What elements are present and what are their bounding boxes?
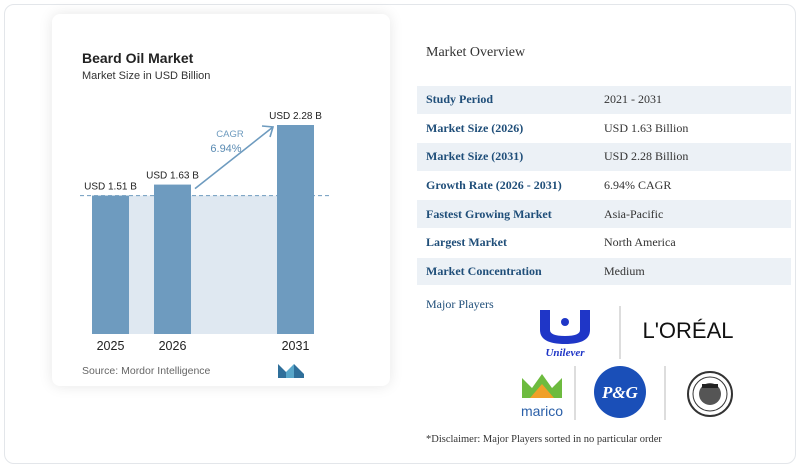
chart-title: Beard Oil Market xyxy=(82,50,194,66)
table-row: Market Size (2031) USD 2.28 Billion xyxy=(417,143,791,172)
unilever-logo-icon: Unilever xyxy=(540,310,590,359)
disclaimer: *Disclaimer: Major Players sorted in no … xyxy=(426,434,662,445)
cagr-arrow-line xyxy=(194,126,274,190)
row-key: Market Size (2031) xyxy=(426,149,524,164)
chart-bar xyxy=(277,125,314,334)
x-tick-label: 2026 xyxy=(159,339,187,353)
row-value: North America xyxy=(604,235,676,250)
table-row: Growth Rate (2026 - 2031) 6.94% CAGR xyxy=(417,171,791,201)
table-row: Largest Market North America xyxy=(417,228,791,258)
cagr-label: CAGR xyxy=(216,129,244,140)
row-key: Largest Market xyxy=(426,235,507,250)
bar-value-label: USD 1.51 B xyxy=(84,182,137,193)
row-key: Fastest Growing Market xyxy=(426,206,552,221)
unilever-logo-text: Unilever xyxy=(545,347,585,359)
bar-chart: USD 1.51 B 2025 USD 1.63 B 2026 USD 2.28 B 20… xyxy=(80,111,330,353)
row-key: Market Concentration xyxy=(426,263,542,278)
x-tick-label: 2031 xyxy=(282,339,310,353)
bar-value-label: USD 1.63 B xyxy=(146,171,199,182)
marico-logo-icon: marico xyxy=(521,374,563,419)
chart-source: Source: Mordor Intelligence xyxy=(82,365,211,377)
overview-table: Study Period 2021 - 2031 Market Size (20… xyxy=(417,86,791,287)
players-logo-grid: Unilever L'ORÉAL marico P&G xyxy=(521,306,734,420)
row-key: Growth Rate (2026 - 2031) xyxy=(426,178,562,193)
row-value: Medium xyxy=(604,263,645,278)
row-value: 6.94% CAGR xyxy=(604,178,672,193)
cagr-arrow-head xyxy=(261,125,275,138)
table-row: Fastest Growing Market Asia-Pacific xyxy=(417,200,791,229)
loreal-logo-text: L'ORÉAL xyxy=(642,318,733,343)
chart-bar xyxy=(154,184,191,334)
row-key: Market Size (2026) xyxy=(426,120,524,135)
row-value: USD 1.63 Billion xyxy=(604,120,689,135)
marico-logo-text: marico xyxy=(521,403,563,419)
cagr-value: 6.94% xyxy=(210,143,241,155)
overview-title: Market Overview xyxy=(426,45,526,60)
row-value: Asia-Pacific xyxy=(604,206,664,221)
pg-logo-icon: P&G xyxy=(594,366,646,418)
players-title: Major Players xyxy=(426,297,494,311)
table-row: Market Size (2026) USD 1.63 Billion xyxy=(417,114,791,144)
table-row: Study Period 2021 - 2031 xyxy=(417,86,791,115)
table-row: Market Concentration Medium xyxy=(417,257,791,287)
row-value: USD 2.28 Billion xyxy=(604,149,689,164)
mordor-logo-icon xyxy=(278,364,304,378)
chart-bar xyxy=(92,195,129,334)
row-key: Study Period xyxy=(426,92,494,107)
bar-value-label: USD 2.28 B xyxy=(269,111,322,122)
pg-logo-text: P&G xyxy=(601,383,639,402)
honest-amish-logo-icon xyxy=(687,371,733,417)
row-value: 2021 - 2031 xyxy=(604,92,662,107)
chart-subtitle: Market Size in USD Billion xyxy=(82,70,211,82)
x-tick-label: 2025 xyxy=(97,339,125,353)
